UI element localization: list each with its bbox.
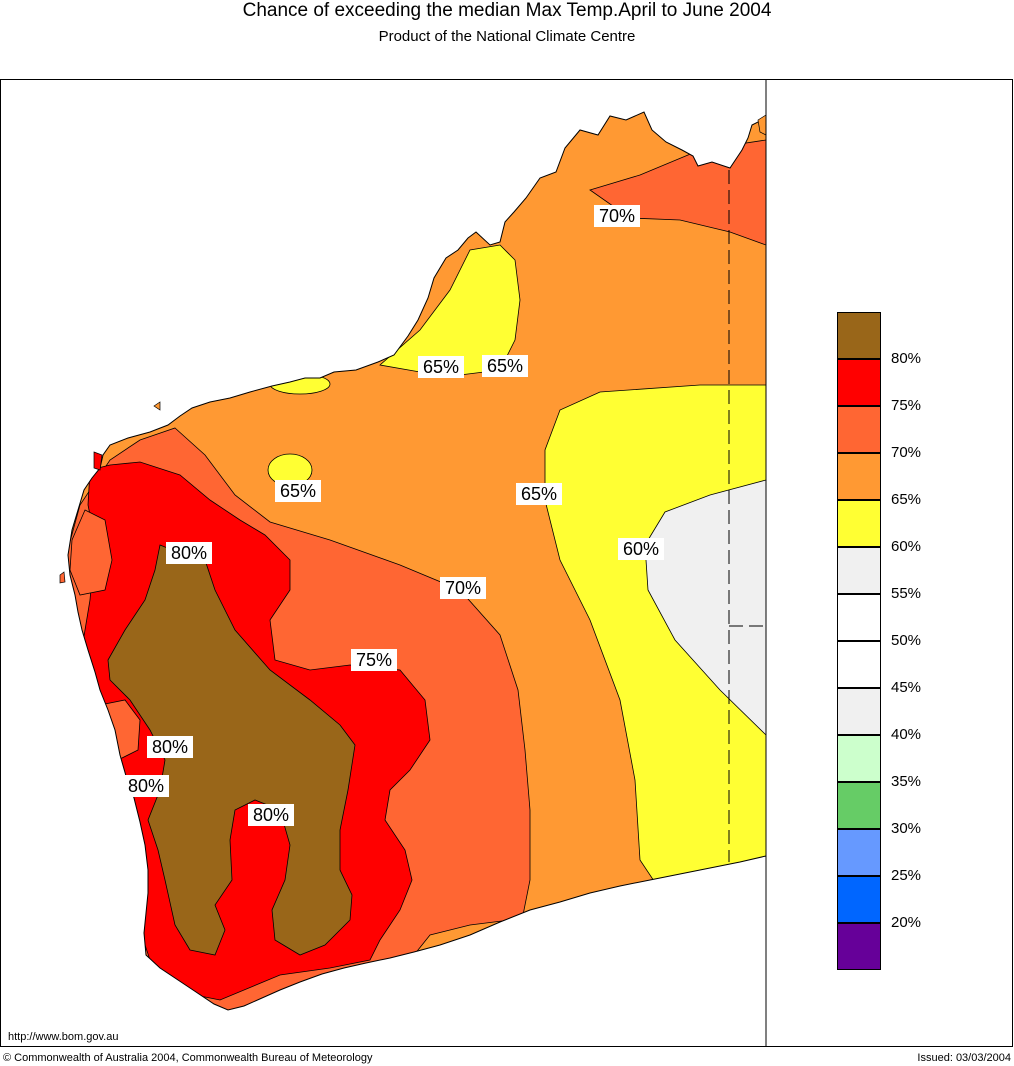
contour-label-bg xyxy=(351,649,397,671)
legend-label: 25% xyxy=(891,867,922,884)
map-title: Chance of exceeding the median Max Temp.… xyxy=(242,0,772,21)
legend-swatch xyxy=(837,594,881,641)
contour-label-bg xyxy=(123,775,169,797)
contour-label: 65% xyxy=(423,357,459,377)
legend-swatch xyxy=(837,641,881,688)
legend-swatch xyxy=(837,782,881,829)
source-url: http://www.bom.gov.au xyxy=(8,1031,119,1043)
contour-label: 65% xyxy=(280,481,316,501)
legend-label: 70% xyxy=(891,444,922,461)
legend-label: 60% xyxy=(891,538,922,555)
contour-label: 70% xyxy=(445,578,481,598)
legend-swatch xyxy=(837,312,881,359)
contour-label-bg xyxy=(440,577,486,599)
legend-label: 55% xyxy=(891,585,922,602)
legend-swatch xyxy=(837,453,881,500)
contour-label: 80% xyxy=(171,543,207,563)
legend-swatch xyxy=(837,923,881,970)
contour-label-bg xyxy=(166,542,212,564)
legend-label: 75% xyxy=(891,397,922,414)
contour-label-bg xyxy=(482,355,528,377)
contour-label-bg xyxy=(618,538,664,560)
contour-label: 65% xyxy=(487,356,523,376)
legend-swatch xyxy=(837,829,881,876)
legend-label: 65% xyxy=(891,491,922,508)
legend-swatch xyxy=(837,500,881,547)
contour-label-bg xyxy=(418,356,464,378)
contour-label: 80% xyxy=(152,737,188,757)
legend-swatch xyxy=(837,406,881,453)
contour-label: 70% xyxy=(599,206,635,226)
contour-label: 65% xyxy=(521,484,557,504)
legend-swatch xyxy=(837,876,881,923)
contour-label-bg xyxy=(248,804,294,826)
contour-label-bg xyxy=(147,736,193,758)
legend-label: 45% xyxy=(891,679,922,696)
contour-label: 60% xyxy=(623,539,659,559)
legend-label: 50% xyxy=(891,632,922,649)
legend-label: 20% xyxy=(891,914,922,931)
contour-label: 80% xyxy=(253,805,289,825)
contour-label-bg xyxy=(516,483,562,505)
legend-label: 35% xyxy=(891,773,922,790)
contour-label: 75% xyxy=(356,650,392,670)
map-frame xyxy=(0,79,1013,1047)
legend-label: 40% xyxy=(891,726,922,743)
map-subtitle: Product of the National Climate Centre xyxy=(378,28,636,45)
contour-label-bg xyxy=(275,480,321,502)
contour-label: 80% xyxy=(128,776,164,796)
legend-label: 80% xyxy=(891,350,922,367)
copyright-notice: © Commonwealth of Australia 2004, Common… xyxy=(3,1052,373,1064)
legend-swatch xyxy=(837,547,881,594)
legend-swatch xyxy=(837,359,881,406)
legend-swatch xyxy=(837,735,881,782)
legend-label: 30% xyxy=(891,820,922,837)
issued-date: Issued: 03/03/2004 xyxy=(917,1052,1011,1064)
contour-label-bg xyxy=(594,205,640,227)
legend-swatch xyxy=(837,688,881,735)
